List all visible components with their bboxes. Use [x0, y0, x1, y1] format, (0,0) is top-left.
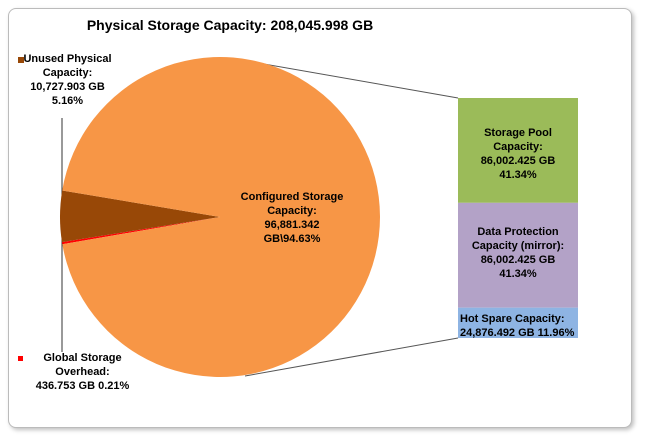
value-label: 10,727.903 GB 5.16% [30, 81, 105, 107]
pie-slice [59, 190, 220, 243]
bar-segment [458, 98, 578, 203]
pie-slice [61, 217, 220, 245]
pie-label: Configured Storage Capacity: 96,881.342 G… [240, 190, 344, 246]
label-name: Hot Spare Capacity: [460, 313, 565, 325]
value-label: 86,002.425 GB 41.34% [480, 254, 556, 280]
chart-title: Physical Storage Capacity: 208,045.998 G… [86, 17, 374, 33]
pie-label: Unused Physical Capacity: 10,727.903 GB 5… [20, 52, 115, 108]
pie-label: Global Storage Overhead: 436.753 GB 0.21% [20, 351, 145, 393]
label-name: Configured Storage Capacity: [240, 191, 344, 217]
bar-label: Data Protection Capacity (mirror): 86,002… [463, 225, 573, 281]
label-name: Unused Physical Capacity: [23, 53, 112, 79]
value-label: 96,881.342 GB\94.63% [263, 219, 321, 245]
pie-slice [62, 56, 380, 377]
legend-swatch [18, 57, 24, 63]
bar-segment [458, 202, 578, 308]
legend-swatch [18, 356, 23, 361]
label-name: Data Protection Capacity (mirror): [471, 226, 565, 252]
bar-label: Hot Spare Capacity: 24,876.492 GB 11.96% [460, 312, 585, 340]
connector-line [244, 337, 459, 377]
label-name: Storage Pool Capacity: [484, 127, 552, 153]
bar-label: Storage Pool Capacity: 86,002.425 GB 41.3… [473, 126, 563, 182]
value-label: 86,002.425 GB 41.34% [480, 155, 556, 181]
value-label: 436.753 GB 0.21% [35, 380, 130, 392]
label-name: Global Storage Overhead: [43, 352, 122, 378]
value-label: 24,876.492 GB 11.96% [460, 327, 575, 339]
bar-segment [458, 307, 578, 338]
